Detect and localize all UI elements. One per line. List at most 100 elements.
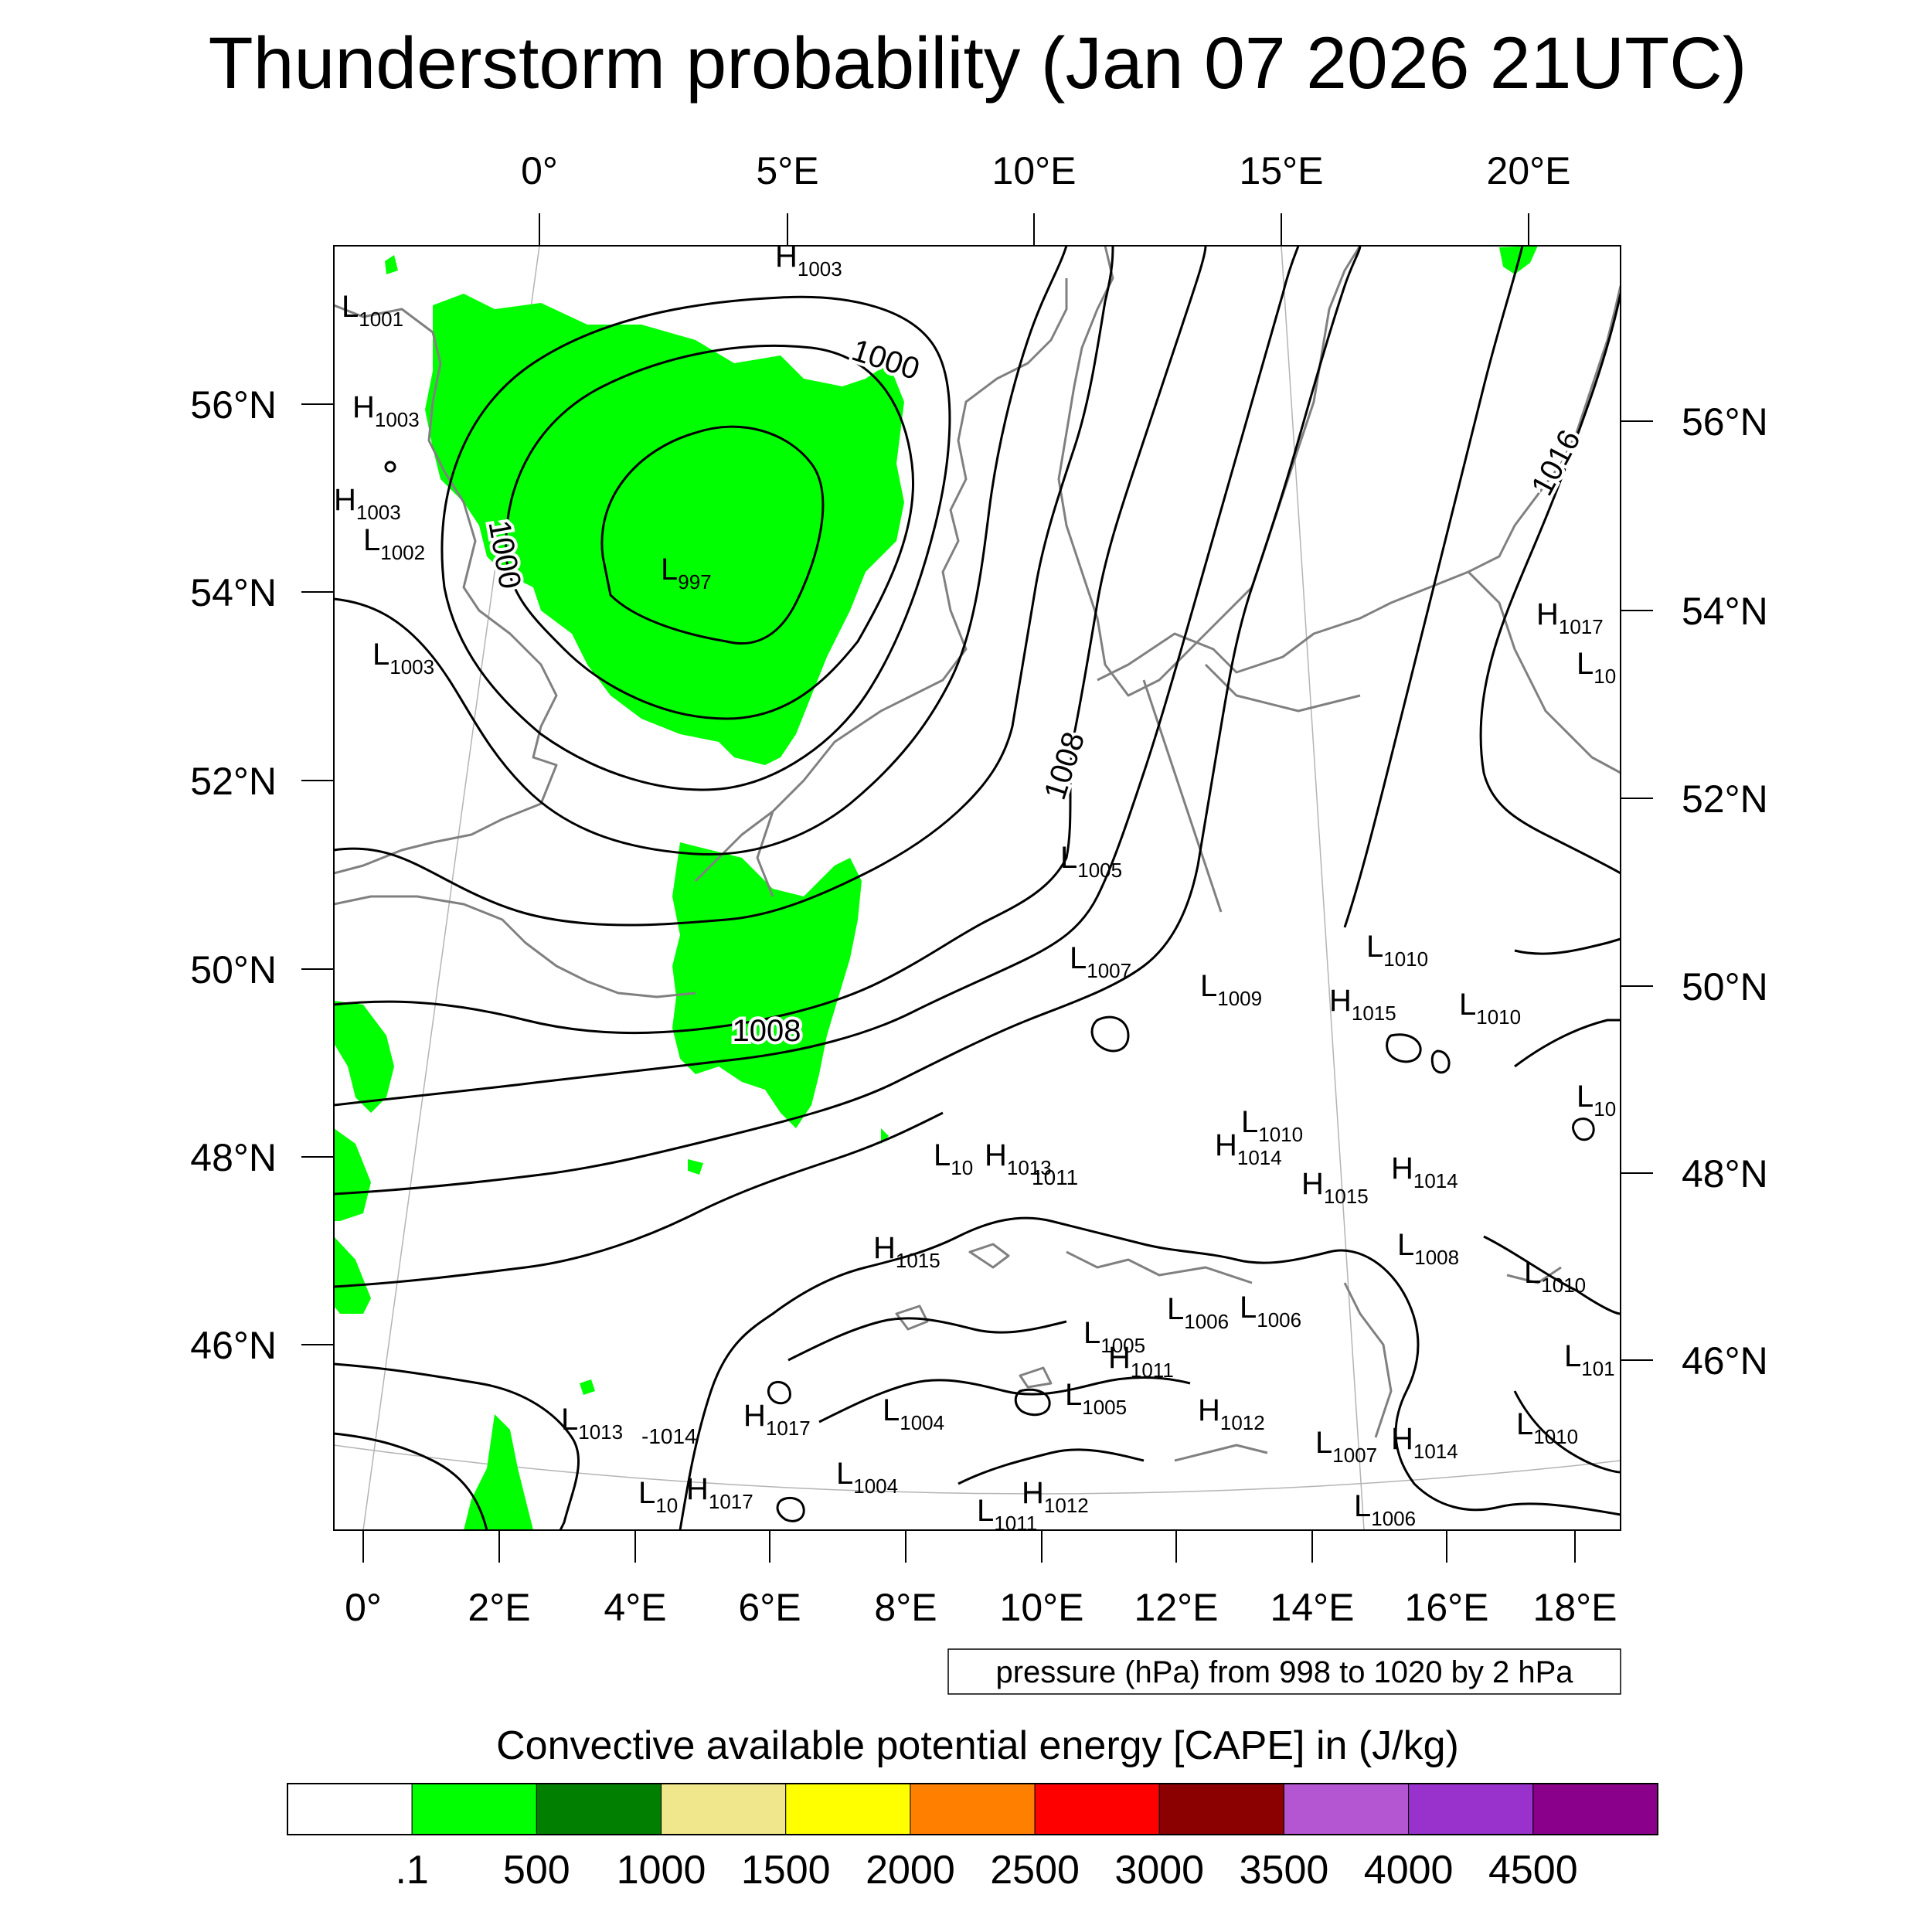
pressure-center-value: 997 bbox=[678, 570, 711, 594]
colorbar-label: 500 bbox=[503, 1848, 570, 1893]
colorbar-labels: .1 500 1000 1500 2000 2500 3000 3500 4000 4500 bbox=[395, 1848, 1577, 1893]
pressure-center-type: L bbox=[363, 523, 380, 557]
isobar-1008 bbox=[334, 246, 1207, 1035]
pressure-center-value: 1010 bbox=[1476, 1005, 1521, 1029]
bottom-lon-label: 10°E bbox=[1000, 1586, 1084, 1629]
isobar-dot bbox=[384, 461, 396, 473]
bottom-lon-label: 16°E bbox=[1405, 1586, 1489, 1629]
pressure-center-value: 1015 bbox=[1352, 1002, 1396, 1025]
colorbar-label: 2000 bbox=[866, 1848, 955, 1893]
coastlines bbox=[334, 246, 1621, 1462]
pressure-center-type: L bbox=[1200, 969, 1217, 1003]
pressure-center-label: H1012 bbox=[1198, 1393, 1265, 1434]
colorbar-label: .1 bbox=[395, 1848, 428, 1893]
pressure-center-type: L bbox=[1366, 930, 1383, 964]
pressure-center-label: L1009 bbox=[1200, 969, 1262, 1010]
pressure-center-label: H1003 bbox=[352, 390, 420, 431]
colorbar-title: Convective available potential energy [C… bbox=[496, 1723, 1459, 1768]
pressure-center-type: L bbox=[1459, 988, 1476, 1022]
colorbar-swatch bbox=[1158, 1783, 1284, 1835]
bottom-lon-label: 12°E bbox=[1134, 1586, 1219, 1629]
right-lat-label: 46°N bbox=[1682, 1339, 1768, 1383]
isobar-1002 bbox=[440, 295, 951, 791]
right-lat-label: 50°N bbox=[1682, 965, 1768, 1009]
pressure-center-label: L1008 bbox=[1397, 1228, 1459, 1269]
pressure-center-label: L1005 bbox=[1065, 1378, 1127, 1419]
pressure-center-label: H1003 bbox=[334, 483, 401, 524]
colorbar-label: 4500 bbox=[1488, 1848, 1578, 1893]
isobar-1010 bbox=[334, 246, 1300, 1107]
pressure-center-type: L bbox=[934, 1138, 951, 1172]
pressure-center-value: 1009 bbox=[1217, 987, 1262, 1010]
pressure-center-label: L1006 bbox=[1167, 1292, 1229, 1333]
chart-title: Thunderstorm probability (Jan 07 2026 21… bbox=[209, 22, 1747, 104]
pressure-center-type: H bbox=[1329, 984, 1352, 1018]
pressure-center-type: L bbox=[661, 553, 678, 587]
bottom-lon-label: 8°E bbox=[874, 1586, 937, 1629]
pressure-center-type: L bbox=[1354, 1489, 1371, 1523]
pressure-center-label: L101 bbox=[1564, 1339, 1615, 1380]
pressure-center-value: 1003 bbox=[798, 257, 842, 281]
pressure-center-type: L bbox=[1564, 1339, 1581, 1373]
pressure-center-type: H bbox=[686, 1472, 709, 1506]
pressure-center-value: 1006 bbox=[1257, 1308, 1301, 1332]
pressure-center-value: 1007 bbox=[1332, 1444, 1377, 1467]
colorbar-swatch bbox=[910, 1783, 1036, 1835]
pressure-center-label: H1012 bbox=[1022, 1476, 1089, 1517]
pressure-center-type: H bbox=[1198, 1393, 1220, 1427]
pressure-center-value: 1013 bbox=[1007, 1156, 1052, 1179]
pressure-center-value: 1017 bbox=[1559, 615, 1604, 638]
pressure-center-value: 10 bbox=[1594, 1097, 1616, 1121]
pressure-center-value: 1014 bbox=[1413, 1169, 1458, 1192]
map-frame bbox=[333, 245, 1621, 1531]
pressure-center-label: H1015 bbox=[1329, 984, 1396, 1025]
coast-britain-east bbox=[334, 304, 558, 875]
pressure-center-label: L1007 bbox=[1070, 941, 1131, 982]
pressure-center-type: L bbox=[977, 1494, 994, 1528]
pressure-center-value: 1017 bbox=[766, 1417, 811, 1440]
pressure-center-type: H bbox=[1108, 1341, 1131, 1375]
right-lat-label: 48°N bbox=[1682, 1152, 1768, 1196]
coast-britain-south bbox=[334, 895, 696, 998]
pressure-center-value: 1010 bbox=[1383, 947, 1428, 971]
pressure-center-value: 101 bbox=[1581, 1357, 1614, 1380]
contour-label: 1016 bbox=[1525, 424, 1587, 501]
bottom-lon-label: 0° bbox=[345, 1586, 382, 1629]
pressure-center-type: H bbox=[1301, 1167, 1324, 1201]
isobar-east bbox=[1483, 937, 1621, 1474]
pressure-center-type: L bbox=[1397, 1228, 1414, 1262]
pressure-center-type: H bbox=[743, 1399, 766, 1433]
pressure-center-type: L bbox=[1083, 1316, 1100, 1350]
pressure-center-label: H1013 bbox=[985, 1138, 1052, 1179]
isobar-small-loops bbox=[767, 1015, 1595, 1522]
pressure-center-type: H bbox=[1536, 597, 1559, 631]
pressure-center-type: H bbox=[1022, 1476, 1044, 1510]
pressure-center-label: L1013 bbox=[561, 1403, 623, 1444]
pressure-center-type: L bbox=[1577, 1080, 1594, 1114]
pressure-center-type: L bbox=[1070, 941, 1087, 975]
colorbar-label: 3000 bbox=[1114, 1848, 1204, 1893]
coast-scandinavia bbox=[1057, 246, 1362, 697]
pressure-center-type: H bbox=[1215, 1128, 1237, 1162]
colorbar bbox=[287, 1783, 1658, 1835]
pressure-center-value: 1004 bbox=[900, 1411, 944, 1434]
pressure-center-type: H bbox=[334, 483, 356, 517]
cape-area-west-coast bbox=[334, 1001, 394, 1314]
pressure-note-text: pressure (hPa) from 998 to 1020 by 2 hPa bbox=[995, 1655, 1573, 1689]
pressure-center-label: L10 bbox=[1577, 647, 1616, 688]
isobar-south-1 bbox=[334, 1362, 580, 1530]
colorbar-swatch bbox=[287, 1783, 413, 1835]
pressure-center-value: 1004 bbox=[853, 1475, 898, 1498]
cape-area-north-sea bbox=[425, 294, 904, 765]
colorbar-swatch bbox=[1532, 1783, 1658, 1835]
pressure-note: pressure (hPa) from 998 to 1020 by 2 hPa bbox=[947, 1648, 1621, 1695]
pressure-center-label: H1015 bbox=[873, 1231, 940, 1272]
lakes bbox=[895, 1243, 1053, 1389]
pressure-center-type: H bbox=[1391, 1422, 1413, 1456]
pressure-center-value: 10 bbox=[1594, 665, 1616, 688]
cape-area-channel bbox=[672, 842, 862, 1128]
bottom-lon-label: 14°E bbox=[1270, 1586, 1355, 1629]
colorbar-border bbox=[287, 1783, 1658, 1835]
pressure-center-value: 10 bbox=[951, 1156, 973, 1179]
